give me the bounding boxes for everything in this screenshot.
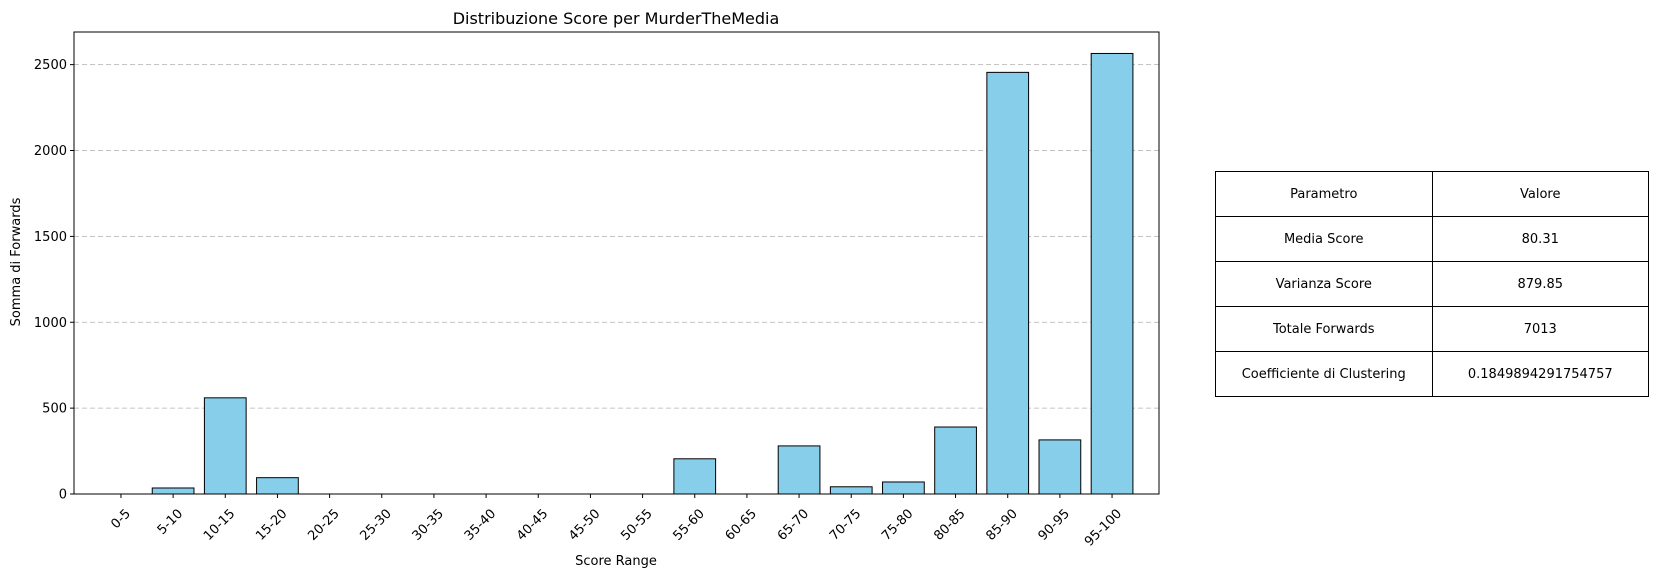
table-cell-parameter: Varianza Score [1215,261,1433,307]
table-row: Coefficiente di Clustering 0.18498942917… [1215,351,1649,397]
table-row: Varianza Score 879.85 [1215,261,1649,307]
x-tick-label: 85-90 [983,506,1020,543]
bar [1090,52,1134,495]
table-cell-parameter: Totale Forwards [1215,306,1433,352]
bars [151,52,1134,495]
x-tick-label: 95-100 [1082,506,1125,549]
table-header-cell: Valore [1431,171,1649,217]
x-tick-label: 10-15 [201,506,238,543]
x-tick-label: 35-40 [462,506,499,543]
y-tick-label: 2500 [34,58,67,73]
x-tick-label: 45-50 [566,506,603,543]
bar [151,487,195,495]
bar [777,445,821,495]
bar [1038,439,1082,495]
x-tick-label: 15-20 [253,506,290,543]
table-cell-value: 879.85 [1431,261,1649,307]
x-tick-label: 50-55 [618,506,655,543]
x-tick-label: 0-5 [108,506,134,532]
table-header-cell: Parametro [1215,171,1433,217]
bar [829,486,873,495]
table-cell-parameter: Coefficiente di Clustering [1215,351,1433,397]
y-tick-label: 0 [59,488,67,503]
x-tick-label: 75-80 [879,506,916,543]
table-cell-parameter: Media Score [1215,216,1433,262]
bar [934,426,977,495]
x-tick-label: 40-45 [514,506,551,543]
x-axis-label: Score Range [575,554,657,569]
y-tick-label: 1500 [34,230,67,245]
x-tick-label: 90-95 [1036,506,1073,543]
chart-title: Distribuzione Score per MurderTheMedia [453,9,780,28]
table-row: Totale Forwards 7013 [1215,306,1649,352]
stats-table: Parametro Valore Media Score 80.31 Varia… [1215,171,1649,397]
x-tick-label: 55-60 [670,506,707,543]
plot-frame [73,31,1160,495]
x-tick-label: 25-30 [357,506,394,543]
y-tick-label: 1000 [34,316,67,331]
y-gridlines [74,64,1159,409]
x-tick-label: 65-70 [775,506,812,543]
y-axis-label: Somma di Forwards [9,197,24,326]
table-row: Media Score 80.31 [1215,216,1649,262]
bar [673,458,717,495]
x-tick-label: 80-85 [931,506,968,543]
x-tick-label: 20-25 [305,506,342,543]
y-tick-label: 500 [42,402,67,417]
x-tick-label: 70-75 [827,506,864,543]
x-tick-label: 5-10 [155,506,186,537]
bar [256,477,299,495]
y-tick-label: 2000 [34,144,67,159]
bar [203,397,247,495]
table-cell-value: 7013 [1431,306,1649,352]
x-tick-label: 30-35 [410,506,447,543]
table-cell-value: 0.1849894291754757 [1431,351,1649,397]
bar [986,71,1030,495]
bar [882,481,925,495]
x-tick-label: 60-65 [723,506,760,543]
table-cell-value: 80.31 [1431,216,1649,262]
table-header-row: Parametro Valore [1215,171,1649,217]
